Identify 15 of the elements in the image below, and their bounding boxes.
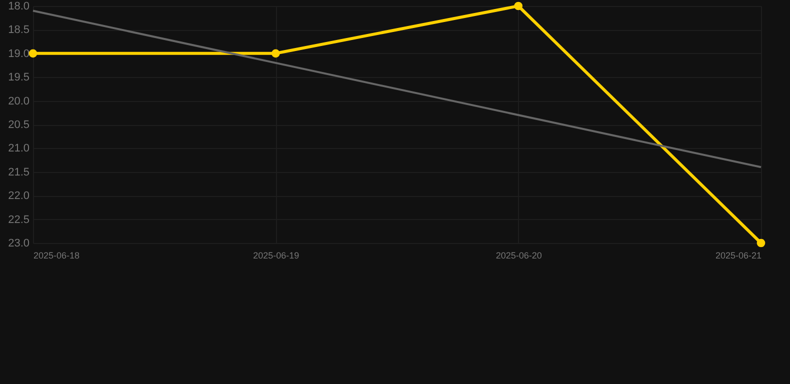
x-tick-label: 2025-06-20 (496, 250, 542, 260)
y-tick-label: 18.0 (8, 0, 30, 12)
y-tick-label: 18.5 (8, 24, 30, 36)
x-tick-label: 2025-06-19 (253, 250, 300, 260)
y-tick-label: 19.5 (8, 72, 30, 84)
y-tick-label: 22.5 (8, 214, 30, 226)
y-tick-label: 21.0 (8, 142, 30, 155)
y-tick-label: 20.5 (8, 119, 30, 131)
x-tick-label: 2025-06-18 (34, 250, 80, 260)
y-tick-label: 23.0 (8, 238, 30, 250)
y-tick-label: 20.0 (8, 95, 30, 108)
x-tick-label: 2025-06-21 (715, 250, 762, 260)
y-tick-label: 19.0 (8, 48, 30, 60)
y-tick-label: 22.0 (8, 190, 30, 202)
y-tick-label: 21.5 (8, 166, 30, 178)
